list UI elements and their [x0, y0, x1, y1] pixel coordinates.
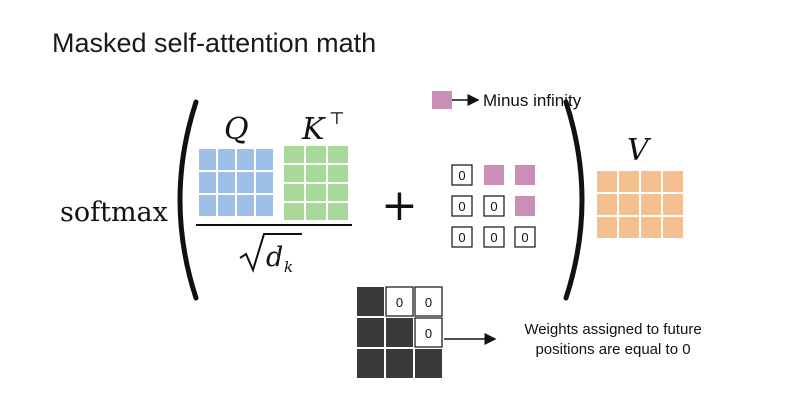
mask-cell-box [451, 164, 473, 186]
q-cell [197, 193, 218, 218]
weights-cell-dark [357, 349, 384, 378]
q-matrix [197, 147, 275, 218]
sqrt-d: d [266, 242, 283, 273]
weights-cell-dark [386, 349, 413, 378]
legend-text: Minus infinity [483, 91, 582, 110]
k-cell [282, 163, 306, 184]
weights-cell-box [414, 317, 443, 348]
q-cell [254, 147, 275, 172]
sqrt-symbol [239, 233, 302, 273]
k-cell [304, 182, 328, 203]
weights-cell-dark [357, 318, 384, 347]
v-cell [639, 169, 663, 194]
right-parenthesis [563, 99, 585, 301]
k-cell [282, 144, 306, 165]
mask-cell-minus-infinity [515, 196, 535, 216]
v-cell [617, 192, 641, 217]
v-cell [661, 169, 685, 194]
k-cell [282, 182, 306, 203]
minus-infinity-swatch [432, 91, 452, 109]
q-cell [235, 193, 256, 218]
q-cell [216, 147, 237, 172]
k-transpose-superscript: ⊤ [329, 109, 345, 129]
mask-cell-box [451, 226, 473, 248]
softmax-label: softmax [60, 197, 168, 228]
q-cell [254, 170, 275, 195]
k-cell [304, 144, 328, 165]
left-parenthesis [177, 99, 199, 301]
mask-cell-value: 0 [521, 230, 528, 245]
k-cell [304, 163, 328, 184]
mask-cell-minus-infinity [484, 165, 504, 185]
plus-sign: + [381, 180, 418, 231]
mask-matrix: 0 0 0 0 0 0 [451, 164, 536, 248]
k-cell [304, 201, 328, 222]
v-cell [639, 192, 663, 217]
mask-cell-box [483, 195, 505, 217]
v-cell [617, 169, 641, 194]
q-cell [254, 193, 275, 218]
k-transpose-matrix [282, 144, 350, 222]
v-cell [595, 215, 619, 240]
weights-cell-value: 0 [396, 295, 403, 310]
v-cell [661, 215, 685, 240]
q-cell [197, 147, 218, 172]
k-cell [326, 182, 350, 203]
k-label: K [301, 112, 326, 147]
weights-cell-value: 0 [425, 295, 432, 310]
q-cell [235, 170, 256, 195]
mask-cell-value: 0 [458, 168, 465, 183]
sqrt-d-subscript: k [284, 258, 293, 276]
q-cell [197, 170, 218, 195]
mask-cell-box [451, 195, 473, 217]
mask-cell-minus-infinity [515, 165, 535, 185]
weights-note-line1: Weights assigned to future [524, 321, 701, 338]
v-matrix [595, 169, 685, 240]
v-label: V [627, 133, 652, 168]
k-cell [282, 201, 306, 222]
weights-cell-dark [415, 349, 442, 378]
mask-cell-box [483, 226, 505, 248]
mask-cell-value: 0 [458, 230, 465, 245]
weights-cell-box [414, 286, 443, 317]
q-cell [235, 147, 256, 172]
weights-cell-box [385, 286, 414, 317]
mask-cell-value: 0 [490, 199, 497, 214]
k-cell [326, 163, 350, 184]
weights-cell-dark [357, 287, 384, 316]
q-label: Q [224, 112, 249, 147]
mask-cell-value: 0 [490, 230, 497, 245]
mask-cell-box [514, 226, 536, 248]
v-cell [595, 169, 619, 194]
weights-cell-dark [386, 318, 413, 347]
q-cell [216, 170, 237, 195]
v-cell [595, 192, 619, 217]
mask-cell-value: 0 [458, 199, 465, 214]
weights-cell-value: 0 [425, 326, 432, 341]
weights-matrix: 0 0 0 [357, 286, 443, 378]
q-cell [216, 193, 237, 218]
k-cell [326, 201, 350, 222]
v-cell [661, 192, 685, 217]
v-cell [617, 215, 641, 240]
v-cell [639, 215, 663, 240]
k-cell [326, 144, 350, 165]
weights-note-line2: positions are equal to 0 [535, 341, 690, 358]
page-title: Masked self-attention math [52, 28, 376, 58]
